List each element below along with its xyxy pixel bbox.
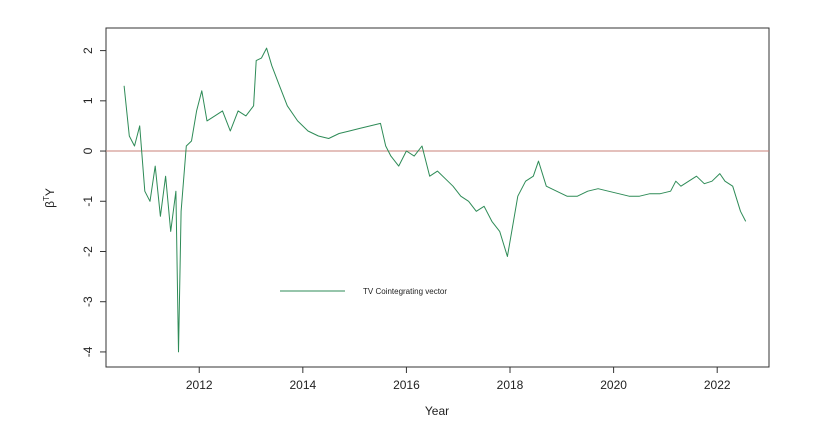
y-tick-label--1: -1 <box>81 196 95 207</box>
legend-label: TV Cointegrating vector <box>363 287 447 296</box>
y-tick-label--2: -2 <box>81 246 95 257</box>
x-tick-label-2014: 2014 <box>289 378 316 392</box>
x-tick-label-2016: 2016 <box>393 378 420 392</box>
y-tick-label-1: 1 <box>81 97 95 104</box>
plot-frame <box>105 27 770 368</box>
y-tick-label--3: -3 <box>81 296 95 307</box>
series-line-tv-cointegrating-vector <box>123 47 747 353</box>
x-tick-label-2020: 2020 <box>600 378 627 392</box>
legend: TV Cointegrating vector <box>280 287 447 296</box>
y-axis-label: βTY <box>42 188 57 208</box>
y-tick-label--4: -4 <box>81 346 95 357</box>
y-tick-label-2: 2 <box>81 47 95 54</box>
x-tick-label-2018: 2018 <box>497 378 524 392</box>
x-tick-label-2012: 2012 <box>186 378 213 392</box>
x-tick-label-2022: 2022 <box>704 378 731 392</box>
x-axis-label: Year <box>425 404 449 418</box>
x-axis: 2012 2014 2016 2018 2020 2022 <box>186 367 731 392</box>
y-axis: 2 1 0 -1 -2 -3 -4 <box>81 47 106 357</box>
y-tick-label-0: 0 <box>81 147 95 154</box>
